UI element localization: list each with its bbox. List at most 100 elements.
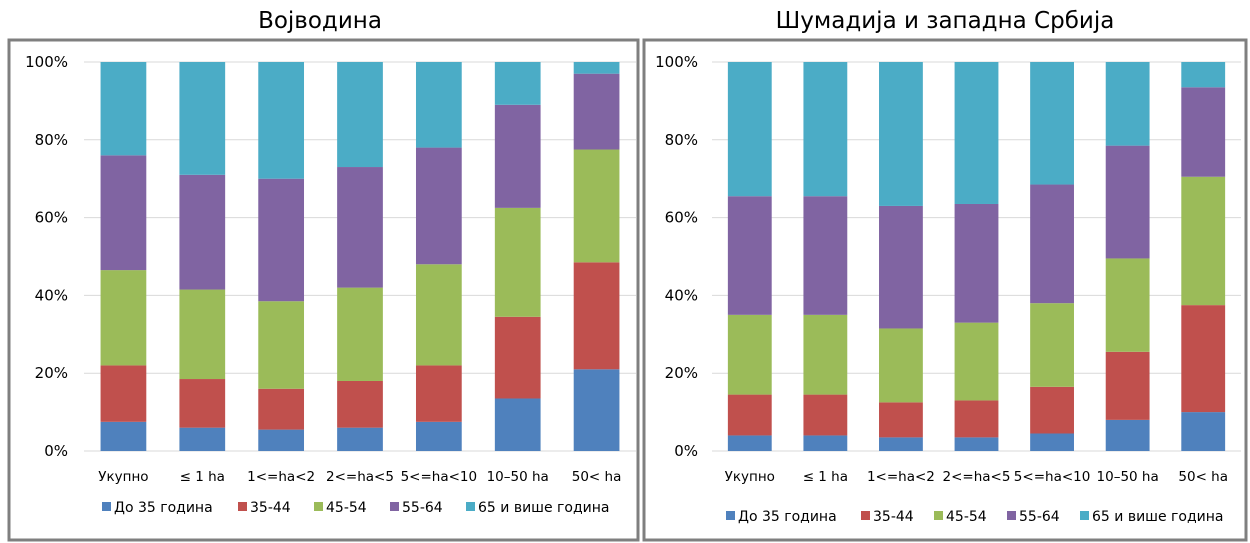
y-tick-label: 60% <box>35 209 68 227</box>
x-category-label: 50< ha <box>1178 469 1228 485</box>
bar-segment <box>1105 419 1150 451</box>
chart-title-sumadija: Шумадија и западна Србија <box>775 8 1115 34</box>
bar-segment <box>1030 62 1074 185</box>
x-category-label: 2<=ha<5 <box>943 469 1011 485</box>
x-category-label: 5<=ha<10 <box>401 469 478 485</box>
bar-segment <box>954 400 999 438</box>
bar-segment <box>573 262 620 370</box>
bar-segment <box>727 62 772 197</box>
chart-sumadija: 0% 20% 40% 60% 80% 100% Укупно ≤ 1 ha 1<=ha<2 2<=… <box>642 38 1248 542</box>
bar-segment <box>258 178 305 302</box>
bar-segment <box>100 270 147 366</box>
bar-segment <box>727 394 772 436</box>
bar-segment <box>494 316 541 399</box>
legend-label: 55-64 <box>402 500 443 516</box>
bar-segment <box>1105 351 1150 420</box>
bar-segment <box>494 398 541 451</box>
legend-swatch <box>861 511 870 520</box>
bar-segment <box>415 62 462 148</box>
legend-label: 65 и више година <box>1092 509 1223 525</box>
x-category-label: 5<=ha<10 <box>1014 469 1091 485</box>
bar-segment <box>337 427 383 451</box>
bar-segment <box>573 149 620 263</box>
chart-frame <box>642 38 1248 542</box>
bar-segment <box>100 421 147 451</box>
y-tick-label: 80% <box>35 131 68 149</box>
y-tick-label: 80% <box>665 131 698 149</box>
bar-segment <box>1030 303 1074 387</box>
y-tick-label: 40% <box>665 286 698 304</box>
bar-segment <box>258 62 305 179</box>
x-category-label: ≤ 1 ha <box>803 469 848 485</box>
bar-segment <box>179 427 226 451</box>
legend-swatch <box>102 502 111 511</box>
bar-segment <box>879 437 923 451</box>
bar-segment <box>1105 258 1150 352</box>
y-tick-label: 100% <box>25 53 68 71</box>
bar-segment <box>727 196 772 315</box>
legend-swatch <box>1007 511 1016 520</box>
legend-label: 35-44 <box>250 500 291 516</box>
bar-segment <box>415 147 462 265</box>
x-category-label: 1<=ha<2 <box>247 469 315 485</box>
legend-swatch <box>1080 511 1089 520</box>
bar-segment <box>337 167 383 288</box>
bar-segment <box>100 155 147 271</box>
bar-segment <box>179 62 226 175</box>
y-tick-label: 20% <box>665 364 698 382</box>
bar-segment <box>879 328 923 403</box>
bar-segment <box>179 379 226 428</box>
bar-segment <box>337 287 383 381</box>
legend-swatch <box>726 511 735 520</box>
x-category-label: 10–50 ha <box>1097 469 1159 485</box>
legend-swatch <box>466 502 475 511</box>
bar-segment <box>415 421 462 451</box>
bar-segment <box>494 62 541 105</box>
chart-title-vojvodina: Војводина <box>258 8 382 34</box>
legend-label: До 35 година <box>114 500 213 516</box>
bar-segment <box>803 62 848 197</box>
bar-segment <box>954 437 999 451</box>
bar-segment <box>415 264 462 366</box>
bar-segment <box>954 62 999 204</box>
legend-label: 55-64 <box>1019 509 1060 525</box>
bar-segment <box>573 73 620 150</box>
bar-segment <box>494 104 541 208</box>
bar-segment <box>258 429 305 451</box>
bar-segment <box>1181 62 1226 88</box>
bar-segment <box>258 388 305 430</box>
bar-segment <box>100 62 147 156</box>
bar-segment <box>1030 184 1074 304</box>
bar-segment <box>1030 433 1074 451</box>
bar-segment <box>879 205 923 329</box>
bar-segment <box>494 207 541 317</box>
y-tick-label: 40% <box>35 286 68 304</box>
chart-vojvodina: 0% 20% 40% 60% 80% 100% Укупно ≤ 1 ha 1<=ha<2 2<=… <box>7 38 640 542</box>
bar-segment <box>179 174 226 290</box>
chart-frame <box>7 38 640 542</box>
y-tick-label: 20% <box>35 364 68 382</box>
bar-segment <box>415 365 462 422</box>
x-category-label: 50< ha <box>572 469 622 485</box>
bar-segment <box>1030 386 1074 434</box>
bar-segment <box>954 322 999 401</box>
bar-segment <box>1181 305 1226 413</box>
x-category-label: 1<=ha<2 <box>867 469 935 485</box>
bar-segment <box>879 402 923 438</box>
bar-segment <box>1105 62 1150 146</box>
legend-swatch <box>934 511 943 520</box>
bar-segment <box>727 435 772 451</box>
bar-segment <box>1181 412 1226 451</box>
bar-segment <box>803 435 848 451</box>
bar-segment <box>803 394 848 436</box>
legend-label: 45-54 <box>326 500 367 516</box>
legend-swatch <box>390 502 399 511</box>
bar-segment <box>954 203 999 323</box>
bar-segment <box>337 62 383 168</box>
x-category-label: 10–50 ha <box>487 469 549 485</box>
bar-segment <box>803 196 848 315</box>
legend-label: 65 и више година <box>478 500 609 516</box>
y-tick-label: 0% <box>44 442 68 460</box>
x-category-label: ≤ 1 ha <box>180 469 225 485</box>
legend-label: 35-44 <box>873 509 914 525</box>
